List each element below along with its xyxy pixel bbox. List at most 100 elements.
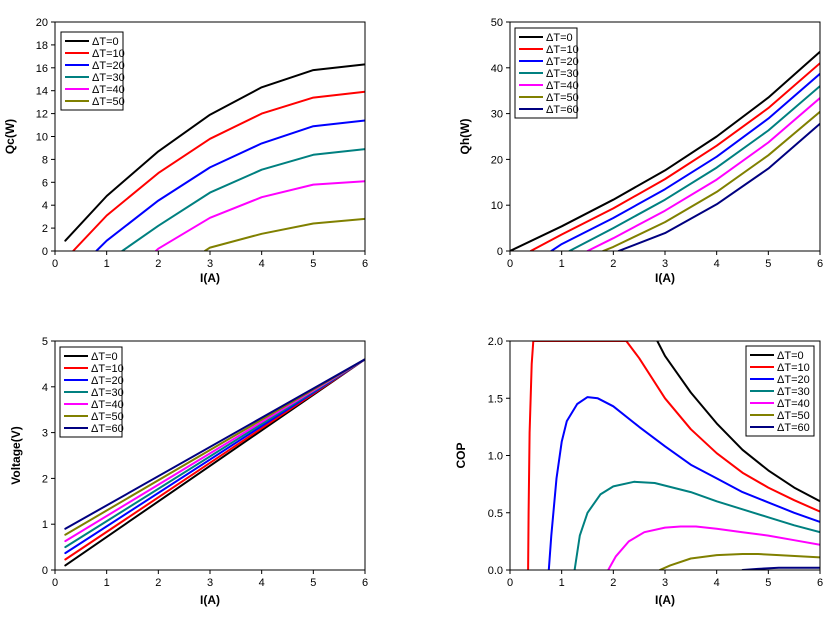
- chart-panel-3: 0 1 2 3 4 5 6 0 1 2 3 4 5 I(A) Voltage(V) ΔT=0ΔT=10ΔT=2…: [9, 336, 368, 607]
- x-tick-label: 0: [507, 258, 513, 270]
- legend-label: ΔT=50: [91, 411, 124, 423]
- series-line-1: [656, 341, 820, 503]
- series-line-7: [64, 358, 365, 530]
- x-tick-label: 0: [52, 577, 58, 589]
- x-tick-label: 5: [310, 577, 316, 589]
- series-line-6: [602, 110, 820, 251]
- x-tick-label: 3: [207, 577, 213, 589]
- x-tick-label: 5: [765, 577, 771, 589]
- series-line-6: [203, 217, 365, 251]
- y-tick-label: 30: [491, 109, 503, 121]
- legend-label: ΔT=40: [91, 399, 124, 411]
- legend-label: ΔT=0: [92, 36, 119, 48]
- y-tick-label: 18: [36, 40, 48, 52]
- series-line-7: [617, 122, 820, 251]
- series-line-4: [121, 148, 365, 251]
- series-group: [64, 358, 365, 567]
- y-tick-label: 12: [36, 109, 48, 121]
- legend-label: ΔT=30: [777, 386, 810, 398]
- legend-label: ΔT=60: [777, 422, 810, 434]
- legend-label: ΔT=30: [92, 72, 125, 84]
- y-tick-label: 1: [42, 519, 48, 531]
- x-tick-label: 1: [104, 258, 110, 270]
- x-tick-label: 6: [817, 258, 823, 270]
- y-tick-label: 50: [491, 17, 503, 29]
- legend-box: [60, 31, 124, 111]
- x-tick-label: 3: [207, 258, 213, 270]
- y-tick-label: 0: [42, 246, 48, 258]
- y-tick-label: 6: [42, 177, 48, 189]
- x-axis-title: I(A): [655, 271, 675, 285]
- legend-label: ΔT=40: [777, 398, 810, 410]
- y-tick-label: 16: [36, 63, 48, 75]
- series-group: [527, 341, 820, 570]
- x-axis-title: I(A): [655, 593, 675, 607]
- x-tick-label: 2: [610, 258, 616, 270]
- x-axis-title: I(A): [200, 271, 220, 285]
- y-tick-label: 1.5: [488, 393, 503, 405]
- y-tick-label: 2.0: [488, 336, 503, 348]
- series-line-7: [741, 566, 820, 570]
- series-line-6: [658, 553, 820, 570]
- x-tick-label: 2: [155, 577, 161, 589]
- x-tick-label: 3: [662, 577, 668, 589]
- series-line-2: [72, 90, 365, 251]
- legend-label: ΔT=20: [91, 375, 124, 387]
- x-tick-label: 5: [765, 258, 771, 270]
- y-tick-label: 3: [42, 428, 48, 440]
- x-tick-label: 6: [817, 577, 823, 589]
- y-tick-label: 8: [42, 154, 48, 166]
- legend-label: ΔT=30: [546, 68, 579, 80]
- series-line-2: [529, 62, 820, 251]
- y-axis-title: Qc(W): [3, 119, 17, 154]
- y-tick-label: 0: [497, 246, 503, 258]
- chart-panel-1: 0 1 2 3 4 5 602468101214161820I(A)Qc(W)ΔT=0ΔT=…: [3, 17, 368, 285]
- legend-label: ΔT=40: [92, 84, 125, 96]
- legend-label: ΔT=20: [777, 374, 810, 386]
- x-tick-label: 4: [714, 258, 720, 270]
- legend-label: ΔT=40: [546, 80, 579, 92]
- series-line-5: [154, 180, 365, 251]
- legend-label: ΔT=10: [546, 44, 579, 56]
- y-tick-label: 0.5: [488, 508, 503, 520]
- series-group: [64, 63, 365, 251]
- series-line-2: [527, 341, 820, 570]
- x-tick-label: 4: [714, 577, 720, 589]
- y-axis-title: Voltage(V): [9, 426, 23, 484]
- y-tick-label: 14: [36, 86, 48, 98]
- y-tick-label: 2: [42, 473, 48, 485]
- x-tick-label: 4: [259, 258, 265, 270]
- legend-label: ΔT=60: [546, 104, 579, 116]
- y-axis-title: COP: [454, 442, 468, 468]
- series-line-1: [64, 63, 365, 242]
- legend-label: ΔT=0: [546, 32, 573, 44]
- legend-label: ΔT=60: [91, 423, 124, 435]
- x-tick-label: 5: [310, 258, 316, 270]
- legend-label: ΔT=20: [92, 60, 125, 72]
- legend-label: ΔT=50: [92, 96, 125, 108]
- legend-label: ΔT=10: [777, 362, 810, 374]
- series-line-5: [607, 525, 820, 570]
- legend-label: ΔT=0: [777, 350, 804, 362]
- series-line-5: [586, 97, 820, 251]
- x-tick-label: 0: [507, 577, 513, 589]
- y-tick-label: 0: [42, 565, 48, 577]
- x-tick-label: 1: [104, 577, 110, 589]
- series-group: [510, 50, 820, 251]
- x-tick-label: 3: [662, 258, 668, 270]
- legend-label: ΔT=10: [92, 48, 125, 60]
- y-tick-label: 40: [491, 63, 503, 75]
- y-tick-label: 2: [42, 223, 48, 235]
- x-tick-label: 1: [559, 577, 565, 589]
- series-line-4: [568, 85, 820, 251]
- series-line-3: [547, 396, 820, 570]
- y-tick-label: 5: [42, 336, 48, 348]
- x-tick-label: 2: [155, 258, 161, 270]
- y-axis-title: Qh(W): [458, 119, 472, 155]
- y-tick-label: 4: [42, 382, 48, 394]
